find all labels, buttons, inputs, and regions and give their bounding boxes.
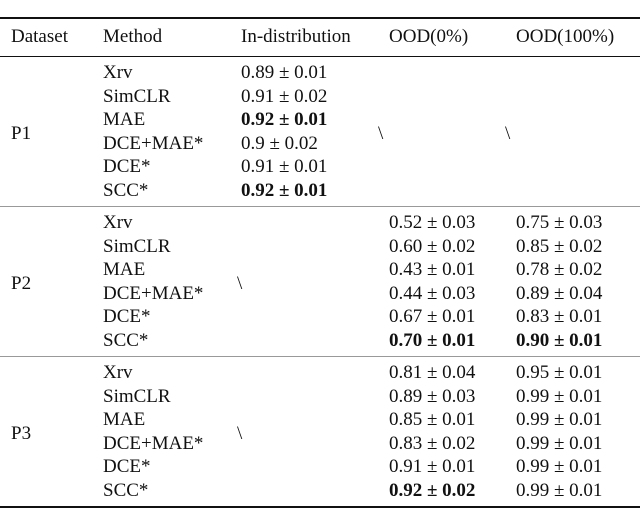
- ood0-cell: 0.70 ± 0.01: [389, 329, 476, 351]
- ood100-cell: 0.78 ± 0.02: [516, 259, 603, 280]
- method-cell: SCC*: [103, 479, 149, 501]
- table-row: MAE 0.85 ± 0.01 0.99 ± 0.01: [0, 408, 640, 432]
- method-cell: DCE+MAE*: [103, 432, 204, 454]
- ood0-cell: 0.52 ± 0.03: [389, 212, 476, 233]
- ood100-cell: 0.99 ± 0.01: [516, 385, 603, 407]
- table-row: DCE+MAE* 0.9 ± 0.02: [0, 132, 640, 156]
- ood0-cell: 0.83 ± 0.02: [389, 432, 476, 454]
- ood100-cell: 0.85 ± 0.02: [516, 235, 603, 257]
- ood0-cell: 0.67 ± 0.01: [389, 306, 476, 327]
- table-row: DCE+MAE* 0.44 ± 0.03 0.89 ± 0.04: [0, 282, 640, 306]
- method-cell: SCC*: [103, 179, 149, 201]
- table-row: SimCLR 0.60 ± 0.02 0.85 ± 0.02: [0, 235, 640, 259]
- method-cell: Xrv: [103, 362, 133, 383]
- ood100-cell: 0.83 ± 0.01: [516, 306, 603, 327]
- table-row: MAE 0.92 ± 0.01: [0, 108, 640, 132]
- dataset-cell: P2: [11, 272, 32, 294]
- method-cell: SimCLR: [103, 235, 171, 257]
- method-cell: MAE: [103, 409, 146, 430]
- ood0-cell: 0.81 ± 0.04: [389, 362, 476, 383]
- header-ood-0: OOD(0%): [389, 26, 469, 47]
- header-in-distribution: In-distribution: [241, 26, 351, 47]
- table-row: SimCLR 0.89 ± 0.03 0.99 ± 0.01: [0, 385, 640, 409]
- results-table: Dataset Method In-distribution OOD(0%) O…: [0, 17, 640, 508]
- ood100-cell: 0.99 ± 0.01: [516, 479, 603, 501]
- method-cell: DCE*: [103, 156, 151, 177]
- table-row: SCC* 0.92 ± 0.02 0.99 ± 0.01: [0, 479, 640, 508]
- method-cell: DCE*: [103, 456, 151, 477]
- ood100-cell: 0.95 ± 0.01: [516, 362, 603, 383]
- table-row: SimCLR 0.91 ± 0.02: [0, 85, 640, 109]
- method-cell: DCE+MAE*: [103, 132, 204, 154]
- ood100-cell: 0.89 ± 0.04: [516, 282, 603, 304]
- table-row: SCC* 0.92 ± 0.01: [0, 179, 640, 207]
- ood0-cell: 0.92 ± 0.02: [389, 479, 476, 501]
- table-row: MAE 0.43 ± 0.01 0.78 ± 0.02: [0, 258, 640, 282]
- method-cell: SimCLR: [103, 385, 171, 407]
- method-cell: Xrv: [103, 62, 133, 83]
- table-row: P2 Xrv \ 0.52 ± 0.03 0.75 ± 0.03: [0, 207, 640, 294]
- table-row: P1 Xrv 0.89 ± 0.01 \ \: [0, 57, 640, 144]
- method-cell: DCE*: [103, 306, 151, 327]
- ood0-cell: 0.91 ± 0.01: [389, 456, 476, 477]
- ood100-cell: 0.99 ± 0.01: [516, 456, 603, 477]
- group-p1: P1 Xrv 0.89 ± 0.01 \ \ SimCLR 0.91 ± 0.02 MAE 0.…: [0, 57, 640, 207]
- table-row: DCE* 0.67 ± 0.01 0.83 ± 0.01: [0, 305, 640, 329]
- ood100-cell: 0.99 ± 0.01: [516, 432, 603, 454]
- header-ood-100: OOD(100%): [516, 26, 615, 47]
- in-dist-cell: 0.92 ± 0.01: [241, 179, 328, 201]
- in-dist-cell: 0.91 ± 0.02: [241, 85, 328, 107]
- ood0-cell: 0.44 ± 0.03: [389, 282, 476, 304]
- ood0-cell: 0.43 ± 0.01: [389, 259, 476, 280]
- in-dist-cell: 0.92 ± 0.01: [241, 109, 328, 130]
- table-row: DCE* 0.91 ± 0.01 0.99 ± 0.01: [0, 455, 640, 479]
- in-dist-cell: 0.91 ± 0.01: [241, 156, 328, 177]
- group-p2: P2 Xrv \ 0.52 ± 0.03 0.75 ± 0.03 SimCLR 0.60 ±…: [0, 207, 640, 357]
- ood100-cell: 0.75 ± 0.03: [516, 212, 603, 233]
- method-cell: SimCLR: [103, 85, 171, 107]
- table-row: SCC* 0.70 ± 0.01 0.90 ± 0.01: [0, 329, 640, 357]
- method-cell: MAE: [103, 259, 146, 280]
- table-row: DCE* 0.91 ± 0.01: [0, 155, 640, 179]
- table-row: DCE+MAE* 0.83 ± 0.02 0.99 ± 0.01: [0, 432, 640, 456]
- header-dataset: Dataset: [11, 26, 68, 47]
- not-applicable-cell: \: [237, 272, 243, 294]
- in-dist-cell: 0.89 ± 0.01: [241, 62, 328, 83]
- not-applicable-cell: \: [378, 122, 384, 144]
- in-dist-cell: 0.9 ± 0.02: [241, 132, 318, 154]
- table-row: P3 Xrv \ 0.81 ± 0.04 0.95 ± 0.01: [0, 357, 640, 444]
- group-p3: P3 Xrv \ 0.81 ± 0.04 0.95 ± 0.01 SimCLR 0.89 ±…: [0, 357, 640, 508]
- not-applicable-cell: \: [505, 122, 511, 144]
- not-applicable-cell: \: [237, 422, 243, 444]
- method-cell: MAE: [103, 109, 146, 130]
- header-method: Method: [103, 26, 163, 47]
- dataset-cell: P3: [11, 422, 32, 444]
- dataset-cell: P1: [11, 122, 32, 144]
- ood0-cell: 0.60 ± 0.02: [389, 235, 476, 257]
- ood0-cell: 0.89 ± 0.03: [389, 385, 476, 407]
- ood100-cell: 0.99 ± 0.01: [516, 409, 603, 430]
- method-cell: Xrv: [103, 212, 133, 233]
- ood100-cell: 0.90 ± 0.01: [516, 329, 603, 351]
- method-cell: SCC*: [103, 329, 149, 351]
- method-cell: DCE+MAE*: [103, 282, 204, 304]
- ood0-cell: 0.85 ± 0.01: [389, 409, 476, 430]
- table-header: Dataset Method In-distribution OOD(0%) O…: [0, 18, 640, 57]
